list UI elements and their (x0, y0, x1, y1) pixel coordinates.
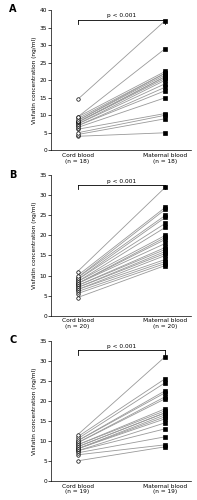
Text: C: C (9, 335, 17, 345)
Y-axis label: Visfatin concentration (ng/ml): Visfatin concentration (ng/ml) (32, 202, 37, 289)
Y-axis label: Visfatin concentration (ng/ml): Visfatin concentration (ng/ml) (32, 36, 37, 124)
Y-axis label: Visfatin concentration (ng/ml): Visfatin concentration (ng/ml) (32, 367, 37, 454)
Text: p < 0.001: p < 0.001 (107, 179, 136, 184)
Text: p < 0.001: p < 0.001 (107, 14, 136, 18)
Text: B: B (9, 170, 17, 180)
Text: p < 0.001: p < 0.001 (107, 344, 136, 349)
Text: A: A (9, 4, 17, 15)
